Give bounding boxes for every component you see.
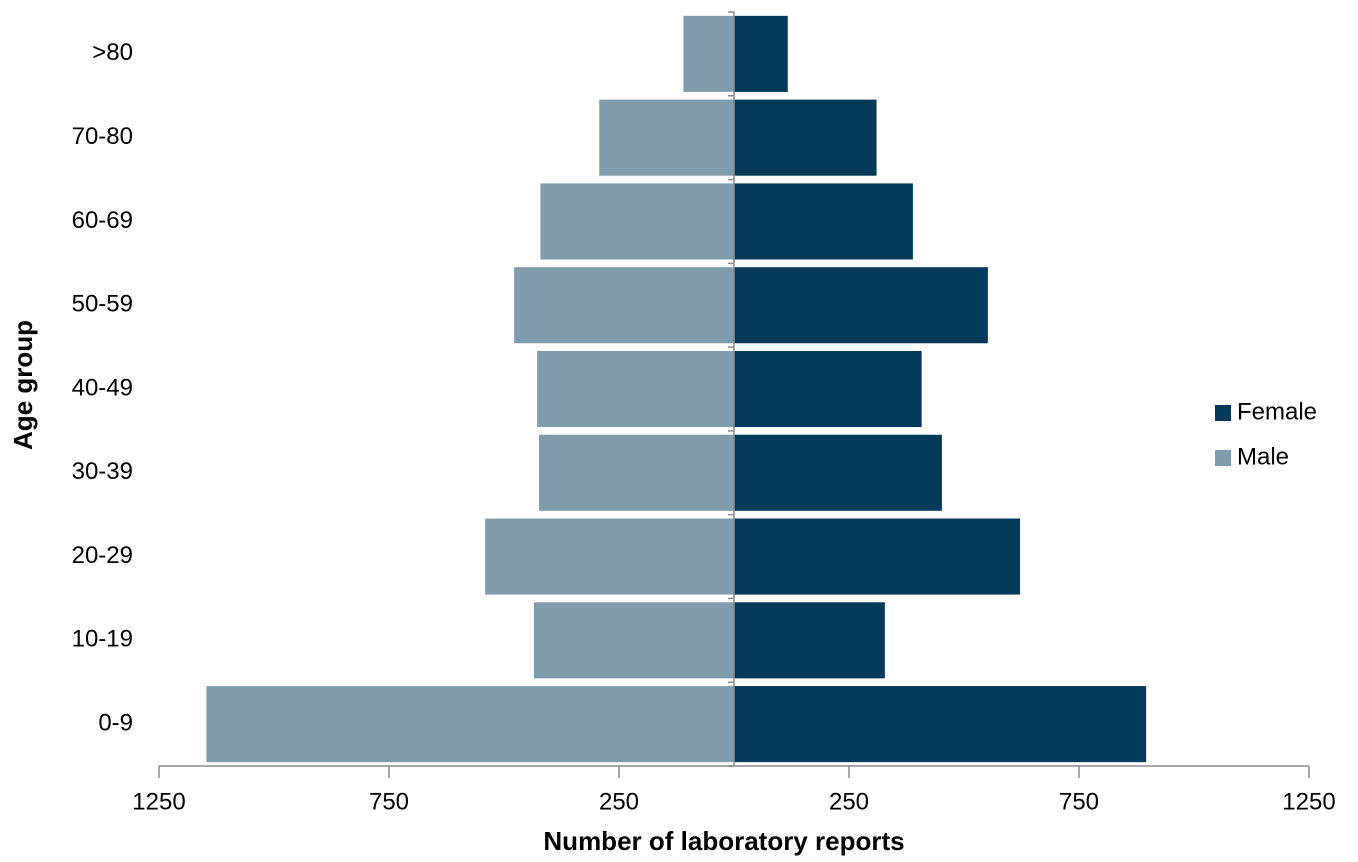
bar bbox=[205, 685, 735, 764]
x-tick-label: 750 bbox=[1059, 788, 1099, 815]
bar bbox=[733, 182, 914, 261]
x-tick-label: 250 bbox=[829, 788, 869, 815]
bar bbox=[539, 182, 735, 261]
bar bbox=[733, 433, 943, 512]
bar bbox=[536, 349, 735, 429]
bar bbox=[682, 14, 735, 93]
y-tick-label: 20-29 bbox=[72, 542, 133, 569]
legend-swatch bbox=[1215, 405, 1231, 421]
x-tick-label: 250 bbox=[599, 788, 639, 815]
bar bbox=[513, 266, 735, 345]
bar bbox=[733, 98, 878, 177]
bar bbox=[484, 517, 735, 596]
bar bbox=[733, 517, 1022, 596]
y-tick-label: 40-49 bbox=[72, 374, 133, 401]
y-tick-label: 0-9 bbox=[98, 709, 133, 736]
y-tick-label: >80 bbox=[92, 39, 133, 66]
y-tick-label: 70-80 bbox=[72, 123, 133, 150]
x-tick-label: 1250 bbox=[132, 788, 185, 815]
y-tick-label: 30-39 bbox=[72, 458, 133, 485]
bar bbox=[733, 14, 789, 93]
legend-label: Female bbox=[1237, 398, 1317, 425]
y-tick-label: 60-69 bbox=[72, 207, 133, 234]
x-axis-title: Number of laboratory reports bbox=[543, 826, 904, 856]
x-tick-label: 750 bbox=[369, 788, 409, 815]
bar bbox=[532, 601, 735, 680]
bar bbox=[538, 433, 735, 512]
legend-label: Male bbox=[1237, 443, 1289, 470]
bar bbox=[733, 601, 886, 680]
bar bbox=[733, 349, 923, 429]
x-tick-label: 1250 bbox=[1282, 788, 1335, 815]
y-tick-label: 50-59 bbox=[72, 291, 133, 318]
bar bbox=[733, 685, 1148, 764]
y-tick-label: 10-19 bbox=[72, 626, 133, 653]
y-axis-title: Age group bbox=[8, 320, 38, 450]
bar bbox=[598, 98, 735, 177]
legend-swatch bbox=[1215, 450, 1231, 466]
bar bbox=[733, 266, 989, 345]
